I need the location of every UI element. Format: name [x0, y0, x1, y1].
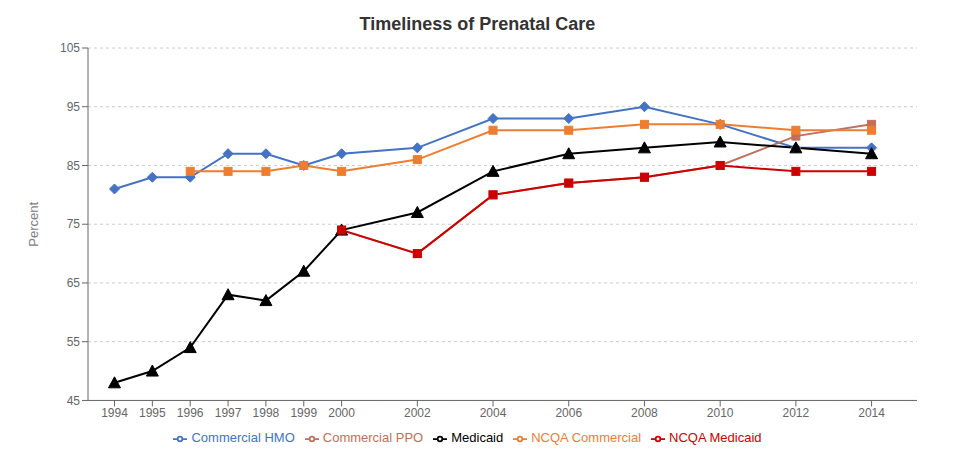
html-text:Commercial PPO: Commercial PPO	[322, 430, 424, 446]
svg-text:45: 45	[67, 394, 81, 408]
html-text:Timeliness of Prenatal Care: Timeliness of Prenatal Care	[359, 14, 596, 34]
html-text:NCQA Commercial: NCQA Commercial	[531, 430, 641, 446]
svg-text:1999: 1999	[290, 406, 317, 420]
svg-text:1994: 1994	[101, 406, 128, 420]
svg-text:85: 85	[67, 159, 81, 173]
svg-text:2004: 2004	[480, 406, 507, 420]
svg-text:2010: 2010	[707, 406, 734, 420]
html-text:Medicaid: Medicaid	[451, 430, 504, 446]
html-text:NCQA Medicaid: NCQA Medicaid	[669, 430, 762, 446]
svg-text:55: 55	[67, 335, 81, 349]
svg-text:1995: 1995	[139, 406, 166, 420]
svg-text:1997: 1997	[215, 406, 242, 420]
svg-text:65: 65	[67, 276, 81, 290]
svg-text:2008: 2008	[631, 406, 658, 420]
svg-text:75: 75	[67, 217, 81, 231]
svg-text:2012: 2012	[783, 406, 810, 420]
svg-text:2002: 2002	[404, 406, 431, 420]
svg-text:2014: 2014	[858, 406, 885, 420]
svg-text:95: 95	[67, 100, 81, 114]
svg-text:2000: 2000	[328, 406, 355, 420]
svg-text:105: 105	[60, 41, 80, 55]
svg-text:Percent: Percent	[26, 201, 41, 246]
html-text:Commercial HMO: Commercial HMO	[191, 430, 295, 446]
svg-text:1996: 1996	[177, 406, 204, 420]
svg-text:1998: 1998	[253, 406, 280, 420]
svg-text:2006: 2006	[555, 406, 582, 420]
